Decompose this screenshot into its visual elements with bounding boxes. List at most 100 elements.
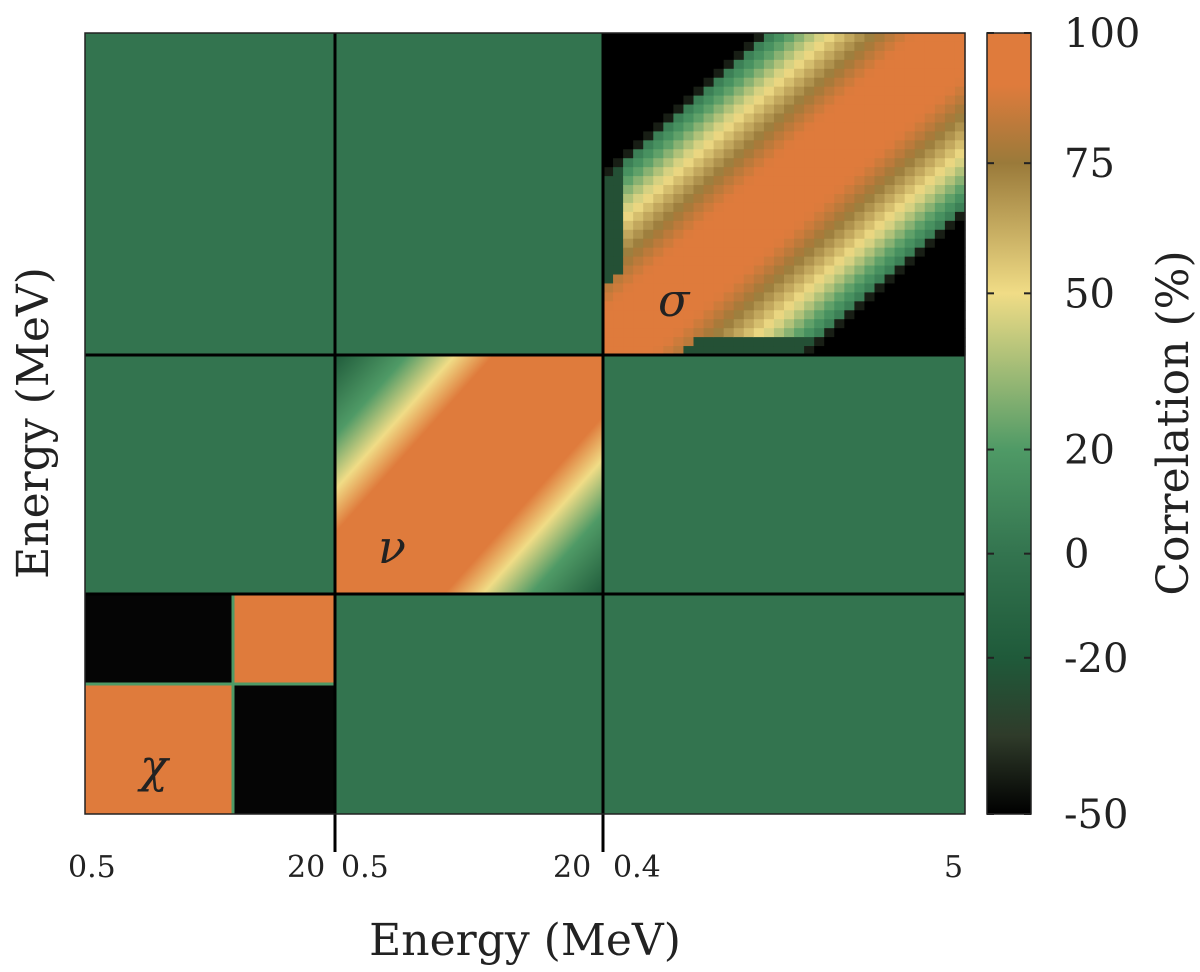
sigma-cell — [814, 33, 825, 43]
sigma-cell — [633, 86, 644, 97]
sigma-cell — [924, 301, 936, 311]
sigma-cell — [713, 68, 725, 79]
sigma-cell — [904, 202, 916, 213]
sigma-cell — [723, 149, 735, 159]
sigma-cell — [673, 41, 685, 52]
sigma-cell — [884, 301, 896, 311]
sigma-cell — [643, 194, 654, 204]
sigma-cell — [613, 86, 624, 97]
sigma-cell — [784, 301, 795, 311]
sigma-cell — [773, 301, 785, 311]
sigma-cell — [914, 301, 926, 311]
sigma-cell — [814, 229, 825, 240]
sigma-cell — [773, 77, 785, 88]
sigma-cell — [763, 337, 775, 347]
sigma-cell — [663, 95, 674, 106]
sigma-cell — [673, 202, 685, 213]
sigma-cell — [603, 140, 614, 150]
sigma-cell — [784, 265, 795, 276]
sigma-cell — [904, 292, 916, 302]
sigma-cell — [633, 256, 644, 267]
sigma-cell — [854, 229, 866, 240]
sigma-cell — [844, 247, 855, 258]
sigma-cell — [763, 68, 775, 79]
sigma-cell — [874, 292, 886, 302]
sigma-cell — [934, 247, 946, 258]
sigma-cell — [904, 86, 916, 97]
sigma-cell — [814, 158, 825, 168]
sigma-cell — [794, 346, 805, 356]
sigma-cell — [613, 122, 624, 132]
sigma-cell — [844, 229, 855, 240]
sigma-cell — [804, 292, 815, 302]
sigma-cell — [623, 229, 634, 240]
sigma-cell — [934, 274, 946, 285]
sigma-cell — [773, 265, 785, 276]
sigma-cell — [784, 149, 795, 159]
sigma-cell — [954, 337, 966, 347]
sigma-cell — [733, 220, 745, 231]
sigma-cell — [944, 59, 956, 70]
sigma-cell — [784, 185, 795, 195]
sigma-cell — [914, 292, 926, 302]
sigma-cell — [924, 211, 936, 222]
sigma-cell — [834, 33, 845, 43]
sigma-cell — [944, 104, 956, 115]
sigma-cell — [944, 167, 956, 177]
sigma-cell — [683, 167, 695, 177]
sigma-cell — [894, 194, 906, 204]
sigma-cell — [864, 247, 876, 258]
sigma-cell — [884, 229, 896, 240]
sigma-cell — [713, 149, 725, 159]
sigma-cell — [683, 140, 695, 150]
sigma-cell — [944, 158, 956, 168]
sigma-cell — [914, 104, 926, 115]
sigma-cell — [773, 140, 785, 150]
sigma-cell — [784, 140, 795, 150]
sigma-cell — [603, 68, 614, 79]
sigma-cell — [924, 77, 936, 88]
sigma-cell — [653, 41, 664, 52]
sigma-cell — [703, 68, 715, 79]
sigma-cell — [733, 50, 745, 61]
sigma-cell — [884, 202, 896, 213]
sigma-cell — [773, 238, 785, 249]
sigma-cell — [663, 265, 674, 276]
sigma-cell — [673, 131, 685, 141]
sigma-cell — [834, 319, 845, 329]
sigma-cell — [643, 140, 654, 150]
sigma-cell — [603, 247, 614, 258]
sigma-cell — [743, 301, 755, 311]
sigma-cell — [773, 283, 785, 293]
sigma-cell — [753, 319, 765, 329]
sigma-cell — [663, 122, 674, 132]
sigma-cell — [874, 140, 886, 150]
sigma-cell — [773, 310, 785, 320]
sigma-cell — [954, 50, 966, 61]
sigma-cell — [914, 33, 926, 43]
sigma-cell — [673, 337, 685, 347]
sigma-cell — [924, 194, 936, 204]
sigma-cell — [904, 247, 916, 258]
sigma-cell — [763, 328, 775, 338]
sigma-cell — [723, 256, 735, 267]
sigma-cell — [944, 33, 956, 43]
sigma-cell — [874, 194, 886, 204]
sigma-cell — [753, 256, 765, 267]
sigma-cell — [693, 238, 705, 249]
sigma-cell — [914, 50, 926, 61]
sigma-cell — [623, 131, 634, 141]
sigma-cell — [954, 77, 966, 88]
sigma-cell — [844, 41, 855, 52]
sigma-cell — [603, 292, 614, 302]
sigma-cell — [673, 256, 685, 267]
sigma-cell — [844, 158, 855, 168]
sigma-cell — [914, 140, 926, 150]
sigma-cell — [864, 77, 876, 88]
sigma-cell — [723, 185, 735, 195]
sigma-cell — [884, 319, 896, 329]
sigma-cell — [633, 247, 644, 258]
sigma-cell — [763, 149, 775, 159]
sigma-cell — [673, 59, 685, 70]
